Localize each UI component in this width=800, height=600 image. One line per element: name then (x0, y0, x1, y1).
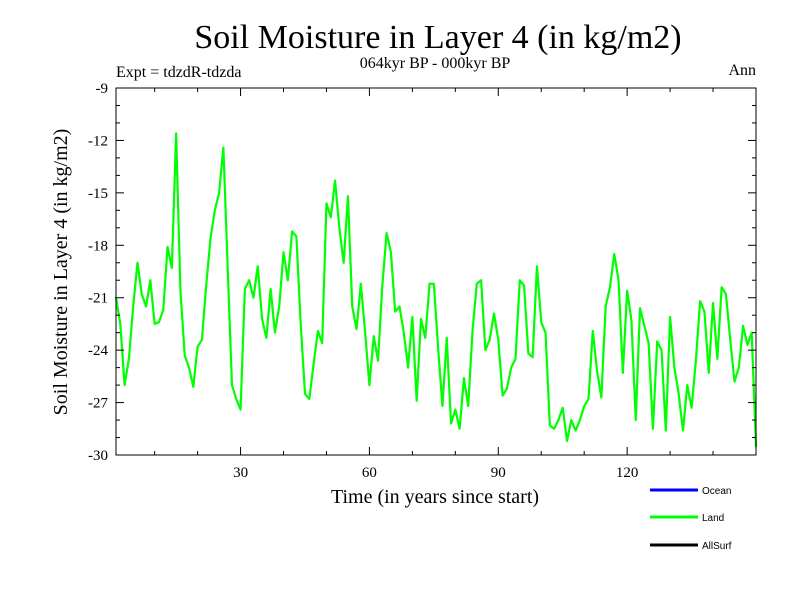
y-tick-label: -18 (88, 238, 108, 254)
y-tick-label: -27 (88, 396, 108, 412)
x-tick-label: 90 (491, 465, 506, 481)
chart-subtitle: 064kyr BP - 000kyr BP (360, 55, 511, 72)
y-tick-label: -9 (96, 81, 109, 97)
legend-label-allsurf: AllSurf (702, 541, 732, 552)
series-line-land (114, 132, 758, 448)
x-tick-label: 30 (233, 465, 248, 481)
legend-label-land: Land (702, 513, 724, 524)
legend: Ocean Land AllSurf (650, 486, 732, 552)
x-tick-label: 120 (616, 465, 639, 481)
plot-frame (115, 87, 757, 456)
experiment-label: Expt = tdzdR-tdzda (116, 64, 241, 81)
y-tick-label: -12 (88, 133, 108, 149)
y-tick-label: -15 (88, 186, 108, 202)
x-tick-label: 60 (362, 465, 377, 481)
plot-area: -30 -27 -24 -21 -18 -15 -12 -9 30 60 90 120 (88, 81, 758, 481)
y-tick-label: -21 (88, 291, 108, 307)
season-label: Ann (728, 62, 756, 79)
y-tick-label: -30 (88, 448, 108, 464)
chart-title: Soil Moisture in Layer 4 (in kg/m2) (194, 19, 681, 56)
y-tick-label: -24 (88, 343, 108, 359)
legend-label-ocean: Ocean (702, 486, 731, 497)
y-axis-label: Soil Moisture in Layer 4 (in kg/m2) (50, 129, 72, 416)
x-axis-label: Time (in years since start) (331, 486, 539, 508)
